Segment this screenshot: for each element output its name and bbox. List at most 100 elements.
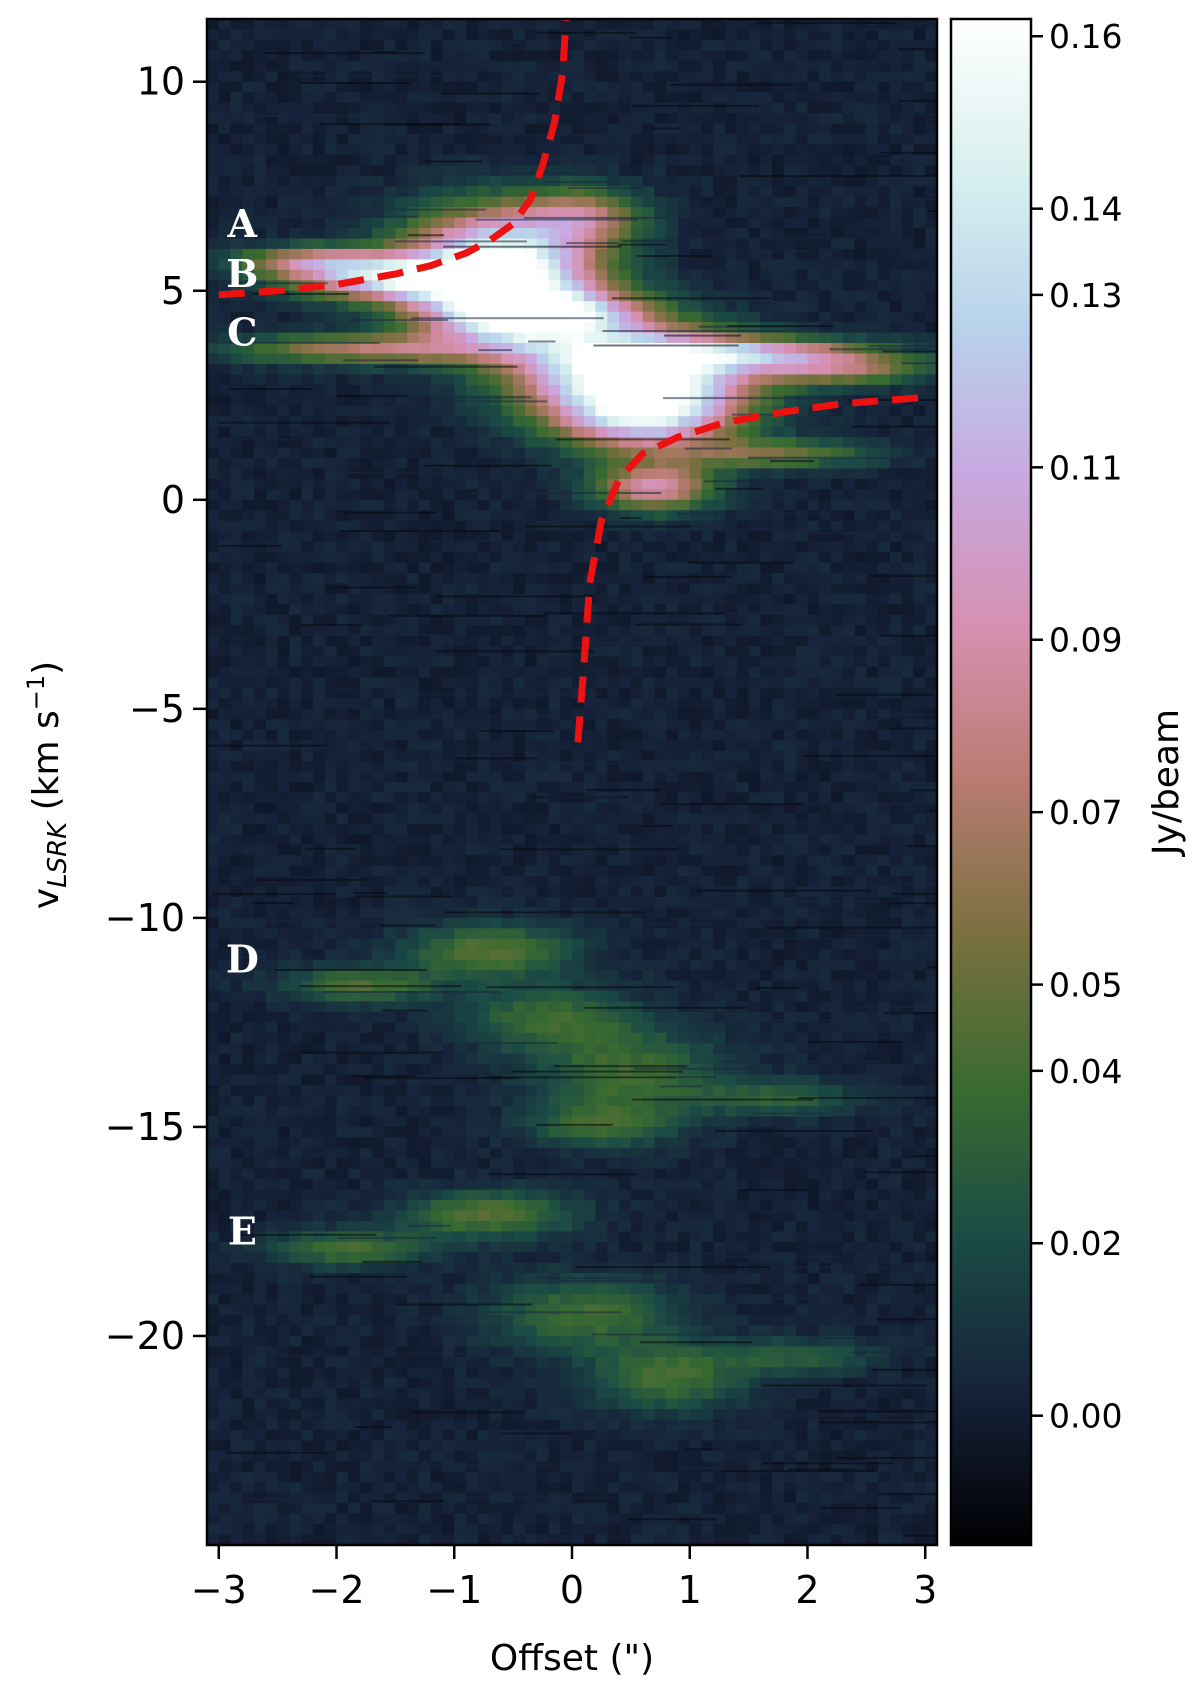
heatmap-cell	[313, 81, 326, 93]
heatmap-cell	[854, 510, 868, 522]
heatmap-cell	[760, 489, 773, 501]
heatmap-cell	[489, 81, 503, 93]
heatmap-cell	[536, 280, 550, 292]
heatmap-cell	[583, 416, 597, 428]
heatmap-cell	[678, 322, 691, 334]
heatmap-cell	[254, 468, 267, 480]
heatmap-cell	[878, 813, 891, 825]
heatmap-cell	[572, 698, 585, 710]
heatmap-cell	[619, 458, 632, 470]
heatmap-cell	[678, 269, 691, 282]
heatmap-cell	[831, 353, 844, 365]
heatmap-cell	[701, 583, 715, 595]
heatmap-cell	[383, 761, 397, 773]
heatmap-cell	[795, 196, 809, 208]
heatmap-cell	[477, 60, 491, 73]
heatmap-cell	[642, 50, 656, 62]
heatmap-cell	[513, 499, 526, 512]
heatmap-cell	[701, 489, 715, 501]
heatmap-cell	[831, 646, 844, 658]
heatmap-cell	[913, 593, 927, 606]
heatmap-cell	[819, 186, 832, 198]
heatmap-cell	[218, 175, 232, 188]
heatmap-cell	[807, 363, 821, 376]
heatmap-cell	[878, 248, 891, 261]
heatmap-cell	[607, 384, 620, 397]
heatmap-cell	[336, 740, 350, 752]
heatmap-cell	[654, 39, 667, 52]
heatmap-cell	[713, 667, 726, 679]
heatmap-cell	[842, 290, 856, 303]
heatmap-cell	[866, 667, 879, 679]
heatmap-cell	[336, 311, 350, 323]
heatmap-cell	[454, 437, 467, 449]
heatmap-cell	[336, 123, 350, 135]
heatmap-cell	[889, 92, 903, 104]
heatmap-cell	[395, 656, 408, 668]
heatmap-cell	[654, 102, 667, 114]
heatmap-cell	[701, 708, 715, 721]
heatmap-cell	[442, 761, 456, 773]
heatmap-cell	[689, 489, 703, 501]
heatmap-cell	[524, 165, 538, 177]
heatmap-cell	[736, 259, 750, 271]
heatmap-cell	[654, 625, 667, 637]
heatmap-cell	[842, 384, 856, 397]
heatmap-cell	[454, 426, 467, 438]
heatmap-cell	[772, 573, 785, 585]
heatmap-cell	[407, 416, 420, 428]
heatmap-cell	[313, 677, 326, 689]
heatmap-cell	[783, 92, 797, 104]
heatmap-cell	[430, 186, 444, 198]
heatmap-cell	[807, 426, 821, 438]
heatmap-cell	[254, 625, 267, 637]
heatmap-cell	[324, 322, 338, 334]
heatmap-cell	[407, 478, 420, 491]
heatmap-cell	[736, 614, 750, 627]
heatmap-cell	[418, 384, 432, 397]
heatmap-cell	[454, 217, 467, 229]
heatmap-cell	[783, 458, 797, 470]
heatmap-cell	[607, 583, 620, 595]
heatmap-cell	[725, 740, 738, 752]
heatmap-cell	[265, 687, 279, 700]
heatmap-cell	[324, 395, 338, 407]
heatmap-cell	[607, 687, 620, 700]
heatmap-cell	[430, 363, 444, 376]
heatmap-cell	[348, 562, 361, 574]
heatmap-cell	[748, 447, 762, 459]
heatmap-cell	[442, 384, 456, 397]
heatmap-cell	[642, 562, 656, 574]
heatmap-cell	[736, 667, 750, 679]
heatmap-cell	[383, 71, 397, 83]
heatmap-cell	[630, 123, 644, 135]
heatmap-cell	[607, 813, 620, 825]
heatmap-cell	[925, 458, 937, 470]
heatmap-cell	[572, 771, 585, 783]
heatmap-cell	[866, 531, 879, 543]
heatmap-cell	[301, 656, 314, 668]
heatmap-cell	[666, 729, 679, 741]
heatmap-cell	[925, 782, 937, 794]
heatmap-cell	[913, 834, 927, 846]
heatmap-cell	[477, 144, 491, 156]
heatmap-cell	[265, 855, 279, 867]
heatmap-cell	[713, 269, 726, 282]
heatmap-cell	[748, 635, 762, 647]
heatmap-cell	[583, 144, 597, 156]
heatmap-cell	[689, 656, 703, 668]
heatmap-cell	[301, 186, 314, 198]
heatmap-cell	[678, 823, 691, 836]
heatmap-cell	[854, 583, 868, 595]
heatmap-cell	[430, 144, 444, 156]
heatmap-cell	[418, 113, 432, 125]
heatmap-cell	[560, 489, 573, 501]
heatmap-cell	[560, 562, 573, 574]
heatmap-cell	[454, 478, 467, 491]
heatmap-cell	[689, 248, 703, 261]
heatmap-cell	[666, 144, 679, 156]
heatmap-cell	[925, 593, 937, 606]
heatmap-cell	[418, 562, 432, 574]
heatmap-cell	[430, 71, 444, 83]
heatmap-cell	[572, 761, 585, 773]
